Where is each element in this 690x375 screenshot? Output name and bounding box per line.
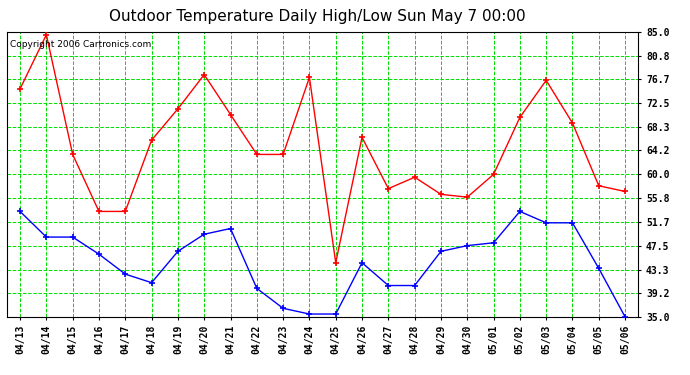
- Text: Outdoor Temperature Daily High/Low Sun May 7 00:00: Outdoor Temperature Daily High/Low Sun M…: [109, 9, 526, 24]
- Text: Copyright 2006 Cartronics.com: Copyright 2006 Cartronics.com: [10, 40, 151, 50]
